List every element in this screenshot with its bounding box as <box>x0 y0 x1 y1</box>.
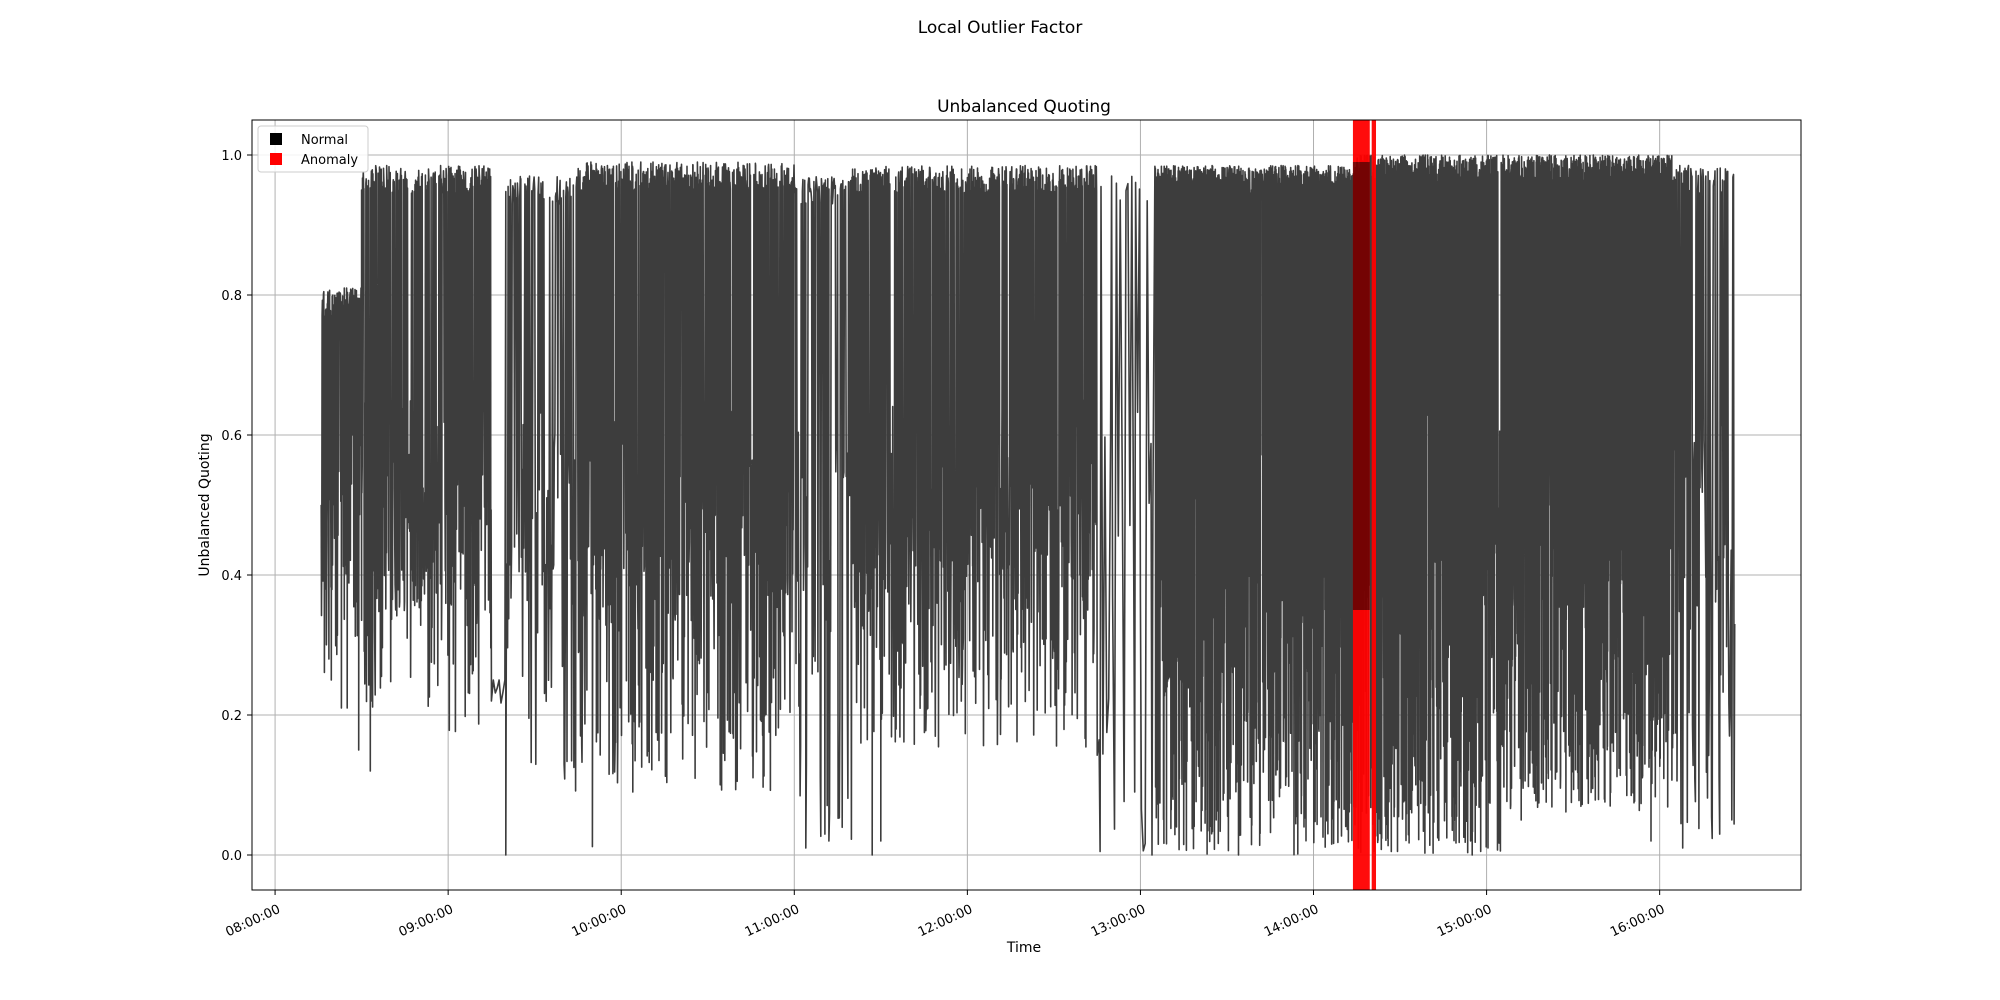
y-tick-label: 0.2 <box>221 709 242 724</box>
legend-swatch-anomaly <box>270 153 282 165</box>
x-axis-label: Time <box>1006 940 1041 956</box>
y-tick-label: 0.0 <box>221 849 242 864</box>
legend-label-normal: Normal <box>301 133 348 148</box>
y-tick-label: 0.6 <box>221 429 242 444</box>
normal-series-line <box>320 154 1736 856</box>
chart-title: Unbalanced Quoting <box>937 97 1111 117</box>
normal-series <box>320 154 1736 856</box>
legend-swatch-normal <box>270 133 282 145</box>
legend-label-anomaly: Anomaly <box>301 153 358 168</box>
y-tick-label: 0.8 <box>221 289 242 304</box>
y-axis-label: Unbalanced Quoting <box>197 433 213 576</box>
y-tick-label: 0.4 <box>221 569 242 584</box>
anomaly-band <box>1371 120 1377 890</box>
y-axis: 0.0 0.2 0.4 0.6 0.8 1.0 <box>221 149 252 864</box>
legend-box <box>257 125 369 173</box>
anomaly-overlap <box>1352 162 1370 610</box>
y-tick-label: 1.0 <box>221 149 242 164</box>
legend: Normal Anomaly <box>257 125 369 173</box>
figure-suptitle: Local Outlier Factor <box>918 18 1083 38</box>
plot-frame <box>251 119 1802 891</box>
anomaly-bands <box>1352 120 1377 890</box>
plot-area <box>251 119 1802 891</box>
